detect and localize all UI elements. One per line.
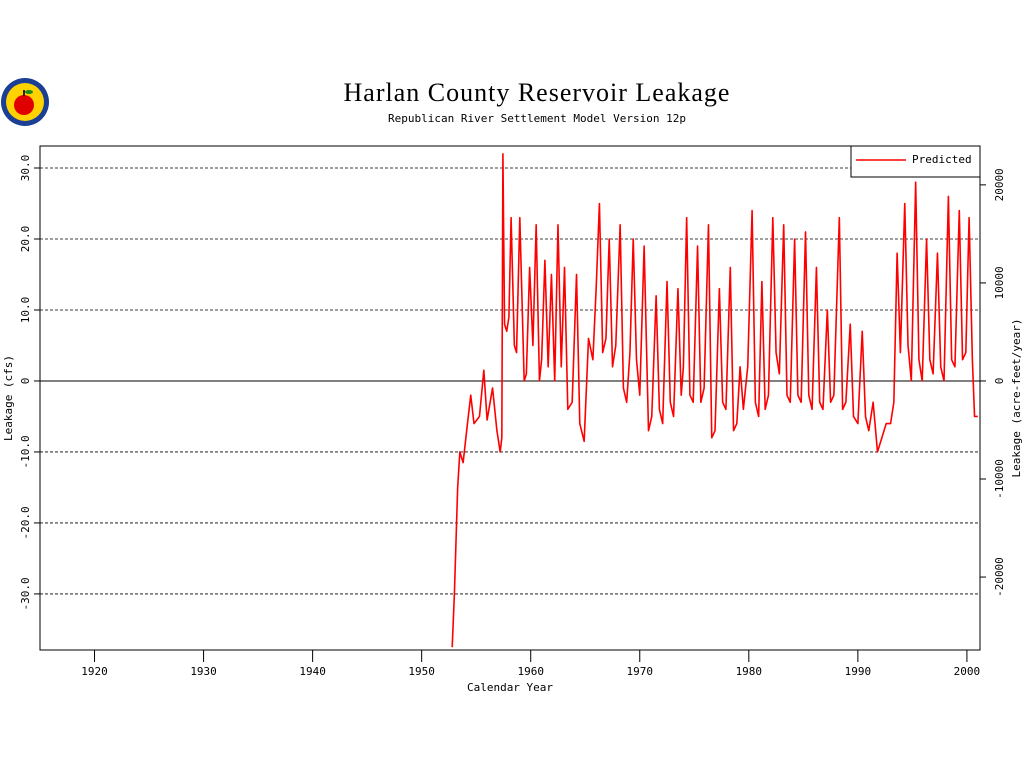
plot-frame	[39, 145, 981, 651]
y-tick-label: 20.0	[19, 226, 32, 253]
x-tick-label: 1960	[517, 665, 544, 678]
x-tick-label: 1930	[190, 665, 217, 678]
x-tick-label: 1990	[845, 665, 872, 678]
legend-label: Predicted	[912, 153, 972, 166]
data-line	[451, 153, 978, 648]
x-tick-label: 1970	[627, 665, 654, 678]
legend-box	[850, 145, 981, 178]
y-tick-label: -30.0	[19, 577, 32, 610]
y2-tick-label: -20000	[993, 557, 1006, 597]
y2-tick-label: 20000	[993, 168, 1006, 201]
chart-subtitle: Republican River Settlement Model Versio…	[388, 112, 686, 125]
x-tick-label: 1920	[81, 665, 108, 678]
x-tick-label: 2000	[954, 665, 981, 678]
y2-tick-label: -10000	[993, 459, 1006, 499]
x-tick-label: 1940	[299, 665, 326, 678]
y-tick-label: -20.0	[19, 506, 32, 539]
x-tick-label: 1950	[408, 665, 435, 678]
x-tick-label: 1980	[736, 665, 763, 678]
y-tick-label: 0	[19, 378, 32, 385]
x-axis-label: Calendar Year	[467, 681, 553, 694]
chart-title: Harlan County Reservoir Leakage	[344, 78, 731, 107]
y2-axis-label: Leakage (acre-feet/year)	[1010, 319, 1023, 478]
y-tick-label: 30.0	[19, 155, 32, 182]
y-tick-label: 10.0	[19, 297, 32, 324]
y-tick-label: -10.0	[19, 435, 32, 468]
logo	[1, 78, 49, 126]
y2-tick-label: 0	[993, 378, 1006, 385]
y2-tick-label: 10000	[993, 266, 1006, 299]
y-axis-label: Leakage (cfs)	[2, 355, 15, 441]
